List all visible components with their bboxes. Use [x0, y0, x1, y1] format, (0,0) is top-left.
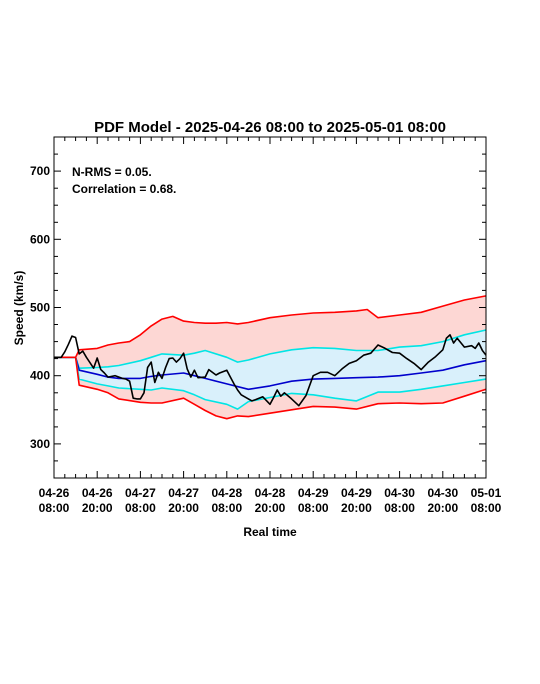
x-tick-label-time: 08:00	[471, 501, 502, 515]
x-tick-label-time: 20:00	[82, 501, 113, 515]
x-tick-label-date: 04-27	[125, 486, 156, 500]
x-tick-label-time: 08:00	[39, 501, 70, 515]
x-tick-label-date: 04-28	[255, 486, 286, 500]
x-tick-label-date: 04-29	[341, 486, 372, 500]
x-tick-label-time: 20:00	[427, 501, 458, 515]
x-tick-label-time: 08:00	[211, 501, 242, 515]
x-tick-label-time: 20:00	[255, 501, 286, 515]
x-tick-label-time: 08:00	[298, 501, 329, 515]
outer-upper-line	[54, 295, 487, 359]
band-fills	[54, 295, 486, 419]
x-tick-label-date: 04-30	[384, 486, 415, 500]
inner-band-fill	[54, 330, 486, 410]
chart-title: PDF Model - 2025-04-26 08:00 to 2025-05-…	[94, 119, 446, 136]
inner-lower-line	[54, 356, 487, 410]
x-tick-label-time: 20:00	[341, 501, 372, 515]
y-axis-label: Speed (km/s)	[12, 271, 26, 346]
series-lines	[54, 295, 487, 420]
x-tick-label-time: 20:00	[168, 501, 199, 515]
x-tick-label-time: 08:00	[125, 501, 156, 515]
annotation-nrms: N-RMS = 0.05.	[72, 165, 152, 179]
inner-upper-line	[54, 329, 487, 370]
y-tick-label: 700	[30, 164, 50, 178]
y-tick-label: 400	[30, 369, 50, 383]
x-tick-label-date: 05-01	[471, 486, 502, 500]
outer-lower-line	[54, 356, 487, 420]
x-tick-label-date: 04-26	[39, 486, 70, 500]
x-tick-label-date: 04-30	[427, 486, 458, 500]
y-tick-label: 300	[30, 437, 50, 451]
x-axis-label: Real time	[243, 525, 297, 539]
x-tick-label-date: 04-28	[211, 486, 242, 500]
x-tick-label-date: 04-27	[168, 486, 199, 500]
y-axis: 300 400 500 600 700	[30, 136, 486, 479]
x-tick-label-date: 04-26	[82, 486, 113, 500]
annotation-correlation: Correlation = 0.68.	[72, 182, 176, 196]
x-tick-label-time: 08:00	[384, 501, 415, 515]
x-tick-label-date: 04-29	[298, 486, 329, 500]
y-tick-label: 500	[30, 301, 50, 315]
observed-line	[54, 333, 487, 407]
x-axis: 04-2608:0004-2620:0004-2708:0004-2720:00…	[39, 137, 502, 515]
y-tick-label: 600	[30, 232, 50, 246]
